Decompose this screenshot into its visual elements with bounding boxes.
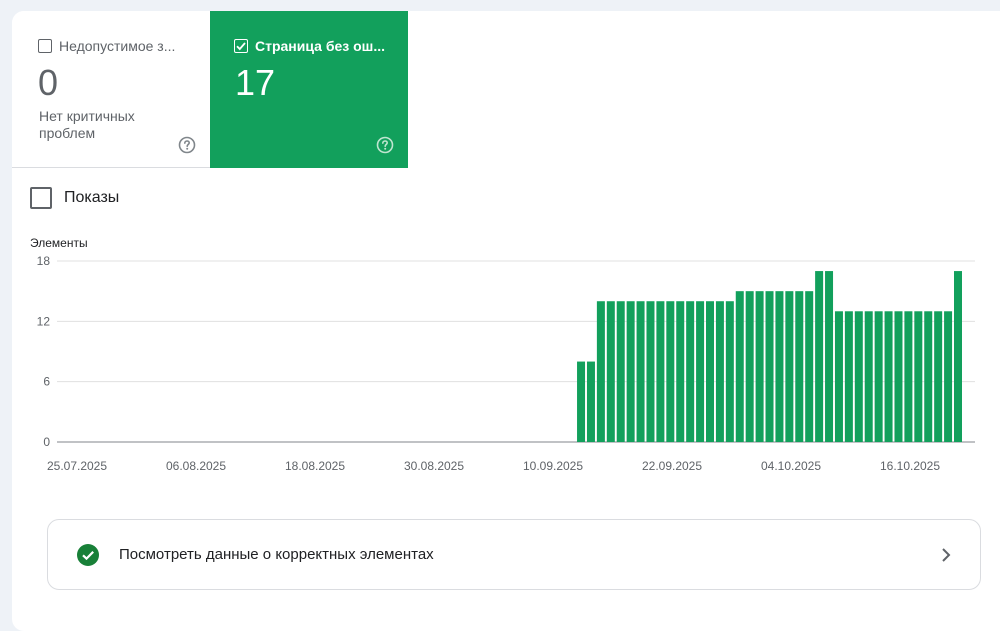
- chart-bar[interactable]: [894, 311, 903, 442]
- chart-bar[interactable]: [954, 271, 962, 442]
- chart-bar[interactable]: [834, 311, 843, 442]
- chart-bar[interactable]: [706, 301, 714, 442]
- x-tick-label: 22.09.2025: [642, 459, 702, 473]
- chart-bar[interactable]: [755, 291, 764, 442]
- tile-invalid-label: Недопустимое з...: [59, 38, 176, 54]
- chart-bar[interactable]: [666, 301, 675, 442]
- chart-bar[interactable]: [586, 361, 595, 442]
- checkmark-icon: [236, 42, 246, 51]
- y-tick-label: 12: [37, 314, 51, 328]
- impressions-toggle[interactable]: Показы: [30, 187, 119, 209]
- chart-bar[interactable]: [616, 301, 625, 442]
- chart-bar[interactable]: [676, 301, 685, 442]
- chart-bar[interactable]: [825, 271, 834, 442]
- chart-bar[interactable]: [874, 311, 883, 442]
- chart-bar[interactable]: [626, 301, 635, 442]
- view-valid-items-link[interactable]: Посмотреть данные о корректных элементах: [47, 519, 981, 590]
- help-circle-icon[interactable]: [376, 136, 394, 154]
- tile-valid-header[interactable]: Страница без ош...: [234, 38, 385, 54]
- x-tick-label: 04.10.2025: [761, 459, 821, 473]
- chart-bar[interactable]: [646, 301, 655, 442]
- chart-bar[interactable]: [636, 301, 645, 442]
- chart-bar[interactable]: [854, 311, 863, 442]
- chart-bar[interactable]: [686, 301, 695, 442]
- chart-bar[interactable]: [577, 361, 586, 442]
- y-tick-label: 6: [43, 375, 50, 389]
- chart-bar[interactable]: [815, 271, 824, 442]
- x-tick-label: 06.08.2025: [166, 459, 226, 473]
- tile-invalid-subtitle: Нет критичных проблем: [39, 108, 135, 141]
- chart-bar[interactable]: [805, 291, 814, 442]
- chart-bar[interactable]: [864, 311, 873, 442]
- x-tick-label: 10.09.2025: [523, 459, 583, 473]
- chart-bar[interactable]: [656, 301, 665, 442]
- tile-invalid[interactable]: Недопустимое з... 0 Нет критичных пробле…: [12, 11, 210, 168]
- chart-bar[interactable]: [785, 291, 794, 442]
- chart-bar[interactable]: [844, 311, 853, 442]
- chart-bar[interactable]: [914, 311, 923, 442]
- chart-bar[interactable]: [934, 311, 943, 442]
- chart-bar[interactable]: [715, 301, 724, 442]
- check-circle-icon: [77, 543, 99, 566]
- tile-valid[interactable]: Страница без ош... 17: [210, 11, 408, 168]
- y-tick-label: 0: [43, 435, 50, 449]
- chart-bar[interactable]: [795, 291, 804, 442]
- tile-invalid-header[interactable]: Недопустимое з...: [38, 38, 175, 54]
- chart-bar[interactable]: [745, 291, 754, 442]
- chart-bar[interactable]: [765, 291, 774, 442]
- chart-bar[interactable]: [606, 301, 615, 442]
- chevron-right-icon[interactable]: [938, 545, 954, 565]
- tile-valid-checkbox[interactable]: [234, 39, 248, 53]
- help-circle-icon[interactable]: [178, 136, 196, 154]
- impressions-checkbox[interactable]: [30, 187, 52, 209]
- view-valid-items-label: Посмотреть данные о корректных элементах: [119, 546, 434, 563]
- tile-invalid-checkbox[interactable]: [38, 39, 52, 53]
- chart-bar[interactable]: [735, 291, 744, 442]
- chart-bar[interactable]: [696, 301, 705, 442]
- chart-bar[interactable]: [924, 311, 933, 442]
- chart-bar[interactable]: [775, 291, 784, 442]
- tile-valid-value: 17: [235, 62, 276, 103]
- chart-bar[interactable]: [884, 311, 893, 442]
- chart-bar[interactable]: [725, 301, 734, 442]
- chart-bar[interactable]: [944, 311, 953, 442]
- report-card: Недопустимое з... 0 Нет критичных пробле…: [12, 11, 1000, 631]
- x-tick-label: 16.10.2025: [880, 459, 940, 473]
- bar-chart: 18 12 6 0 25.07.2025 06.08.2025 18.08.2025 30.0…: [37, 254, 975, 473]
- impressions-label: Показы: [64, 189, 120, 206]
- x-tick-label: 18.08.2025: [285, 459, 345, 473]
- chart-bar[interactable]: [904, 311, 913, 442]
- chart-y-axis-title: Элементы: [30, 236, 88, 250]
- y-tick-label: 18: [37, 254, 51, 268]
- chart-bar[interactable]: [596, 301, 605, 442]
- tile-invalid-value: 0: [38, 62, 59, 103]
- tile-valid-label: Страница без ош...: [255, 38, 385, 54]
- x-tick-label: 30.08.2025: [404, 459, 464, 473]
- x-tick-label: 25.07.2025: [47, 459, 107, 473]
